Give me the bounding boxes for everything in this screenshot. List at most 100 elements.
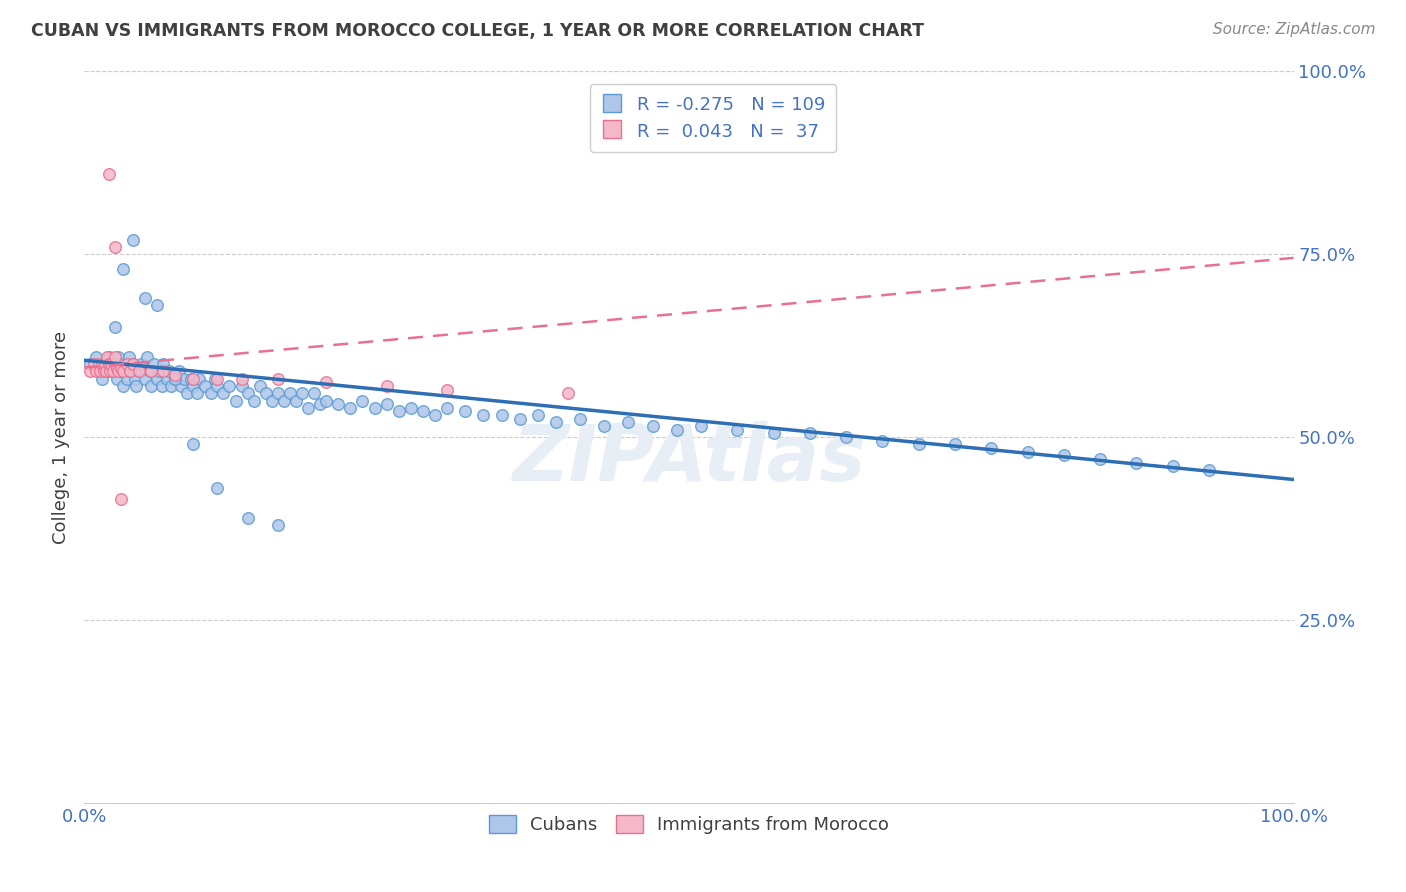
Point — [110, 360, 132, 375]
Point — [557, 386, 579, 401]
Point — [110, 364, 132, 378]
Point — [94, 357, 117, 371]
Point — [267, 517, 290, 532]
Point — [112, 379, 135, 393]
Point — [412, 404, 434, 418]
Point — [207, 371, 229, 385]
Point — [725, 423, 748, 437]
Point — [194, 379, 217, 393]
Point — [315, 393, 337, 408]
Point — [107, 350, 129, 364]
Point — [105, 360, 128, 375]
Point — [115, 371, 138, 385]
Point — [87, 357, 110, 371]
Point — [872, 434, 894, 448]
Point — [188, 371, 211, 385]
Point — [148, 364, 170, 378]
Point — [104, 350, 127, 364]
Point — [762, 426, 785, 441]
Point — [134, 371, 156, 385]
Point — [136, 350, 159, 364]
Point — [436, 401, 458, 415]
Point — [97, 357, 120, 371]
Point — [297, 401, 319, 415]
Point — [128, 364, 150, 378]
Point — [89, 364, 111, 378]
Point — [278, 386, 301, 401]
Point — [375, 397, 398, 411]
Point — [86, 364, 108, 378]
Point — [86, 350, 108, 364]
Point — [146, 371, 169, 385]
Point — [150, 379, 173, 393]
Point — [100, 364, 122, 378]
Y-axis label: College, 1 year or more: College, 1 year or more — [52, 331, 70, 543]
Point — [79, 357, 101, 371]
Point — [181, 371, 204, 385]
Point — [79, 364, 101, 378]
Point — [112, 364, 135, 378]
Point — [527, 408, 550, 422]
Point — [165, 371, 187, 385]
Point — [83, 357, 105, 371]
Point — [352, 393, 374, 408]
Point — [423, 408, 446, 422]
Point — [249, 379, 271, 393]
Point — [165, 368, 187, 382]
Point — [907, 437, 929, 451]
Point — [835, 430, 858, 444]
Point — [93, 364, 115, 378]
Point — [103, 364, 125, 378]
Point — [315, 376, 337, 390]
Point — [160, 379, 183, 393]
Point — [218, 379, 240, 393]
Point — [267, 386, 290, 401]
Point — [207, 379, 229, 393]
Point — [544, 416, 567, 430]
Point — [399, 401, 422, 415]
Point — [1017, 444, 1039, 458]
Point — [121, 233, 143, 247]
Point — [1161, 459, 1184, 474]
Point — [112, 261, 135, 276]
Point — [167, 364, 190, 378]
Point — [100, 357, 122, 371]
Point — [284, 393, 308, 408]
Point — [690, 419, 713, 434]
Point — [472, 408, 495, 422]
Point — [641, 419, 664, 434]
Point — [1088, 452, 1111, 467]
Point — [121, 357, 143, 371]
Point — [112, 357, 135, 371]
Point — [104, 240, 127, 254]
Point — [260, 393, 283, 408]
Point — [105, 371, 128, 385]
Point — [665, 423, 688, 437]
Point — [231, 379, 253, 393]
Point — [491, 408, 513, 422]
Legend: Cubans, Immigrants from Morocco: Cubans, Immigrants from Morocco — [482, 807, 896, 841]
Point — [273, 393, 295, 408]
Point — [1053, 448, 1076, 462]
Point — [91, 357, 114, 371]
Point — [124, 371, 146, 385]
Point — [339, 401, 361, 415]
Point — [569, 412, 592, 426]
Point — [121, 357, 143, 371]
Point — [363, 401, 385, 415]
Point — [115, 357, 138, 371]
Point — [980, 441, 1002, 455]
Point — [165, 371, 187, 385]
Point — [176, 386, 198, 401]
Point — [138, 364, 160, 378]
Point — [152, 364, 174, 378]
Point — [231, 371, 253, 385]
Point — [1125, 456, 1147, 470]
Point — [212, 386, 235, 401]
Point — [120, 364, 142, 378]
Point — [180, 371, 202, 385]
Point — [104, 357, 127, 371]
Point — [375, 379, 398, 393]
Point — [107, 364, 129, 378]
Point — [943, 437, 966, 451]
